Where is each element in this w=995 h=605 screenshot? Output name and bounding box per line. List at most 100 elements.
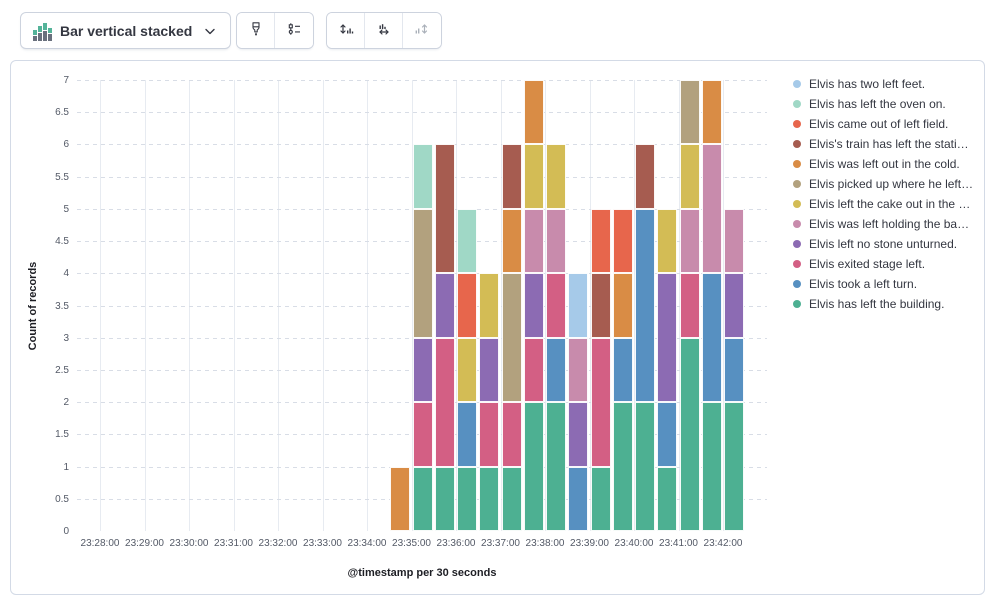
- bar-segment[interactable]: [434, 337, 455, 467]
- bar-segment[interactable]: [724, 337, 745, 403]
- legend-item[interactable]: Elvis has left the building.: [791, 294, 984, 314]
- bar-segment[interactable]: [590, 273, 611, 338]
- horizontal-gridline: [77, 80, 767, 81]
- bar-segment[interactable]: [523, 402, 544, 531]
- right-axis-button[interactable]: [403, 13, 441, 48]
- legend-item[interactable]: Elvis was left holding the ba…: [791, 214, 984, 234]
- y-tick-label: 7: [63, 75, 69, 86]
- chart-type-label: Bar vertical stacked: [60, 22, 193, 39]
- bar-segment[interactable]: [657, 208, 678, 274]
- bar-segment[interactable]: [701, 273, 722, 403]
- horizontal-gridline: [77, 112, 767, 114]
- bar-segment[interactable]: [523, 273, 544, 338]
- bar-segment[interactable]: [546, 337, 567, 403]
- bar-segment[interactable]: [679, 337, 700, 531]
- legend-item[interactable]: Elvis was left out in the cold.: [791, 154, 984, 174]
- bar-segment[interactable]: [501, 208, 522, 274]
- bar-segment[interactable]: [679, 208, 700, 274]
- bar-segment[interactable]: [457, 466, 478, 531]
- bar-segment[interactable]: [501, 273, 522, 403]
- legend-color-dot: [793, 200, 801, 208]
- bar-segment[interactable]: [390, 466, 411, 531]
- bar-segment[interactable]: [457, 402, 478, 467]
- bar-segment[interactable]: [412, 208, 433, 338]
- bar-segment[interactable]: [501, 466, 522, 531]
- legend-item[interactable]: Elvis took a left turn.: [791, 274, 984, 294]
- chevron-down-icon: [202, 23, 218, 39]
- legend-item[interactable]: Elvis left no stone unturned.: [791, 234, 984, 254]
- bar-segment[interactable]: [568, 402, 589, 467]
- bar-segment[interactable]: [457, 337, 478, 403]
- bar-segment[interactable]: [501, 144, 522, 209]
- bar-segment[interactable]: [412, 402, 433, 467]
- bar-segment[interactable]: [479, 273, 500, 338]
- bar-segment[interactable]: [657, 273, 678, 403]
- bar-segment[interactable]: [657, 402, 678, 467]
- bar-segment[interactable]: [457, 273, 478, 338]
- x-tick-label: 23:40:00: [614, 538, 654, 549]
- bar-segment[interactable]: [679, 144, 700, 209]
- legend-settings-button[interactable]: [275, 13, 313, 48]
- legend-item[interactable]: Elvis has left the oven on.: [791, 94, 984, 114]
- bar-segment[interactable]: [546, 273, 567, 338]
- bar-segment[interactable]: [724, 402, 745, 531]
- legend-item[interactable]: Elvis left the cake out in the …: [791, 194, 984, 214]
- bar-segment[interactable]: [724, 208, 745, 274]
- bar-segment[interactable]: [590, 208, 611, 274]
- horizontal-axis-icon: [376, 21, 392, 40]
- bar-segment[interactable]: [523, 337, 544, 403]
- bar-segment[interactable]: [590, 337, 611, 467]
- left-axis-button[interactable]: [327, 13, 365, 48]
- bar-segment[interactable]: [701, 402, 722, 531]
- bar-segment[interactable]: [546, 402, 567, 531]
- bottom-axis-button[interactable]: [365, 13, 403, 48]
- bar-segment[interactable]: [457, 208, 478, 274]
- bar-segment[interactable]: [523, 80, 544, 145]
- bar-segment[interactable]: [612, 402, 633, 531]
- x-tick-label: 23:28:00: [80, 538, 120, 549]
- visual-options-button[interactable]: [237, 13, 275, 48]
- bar-segment[interactable]: [679, 273, 700, 338]
- bar-segment[interactable]: [434, 466, 455, 531]
- bar-segment[interactable]: [635, 402, 656, 531]
- bar-segment[interactable]: [546, 144, 567, 209]
- bar-segment[interactable]: [612, 208, 633, 274]
- bar-segment[interactable]: [568, 273, 589, 338]
- bar-segment[interactable]: [479, 402, 500, 467]
- legend-item[interactable]: Elvis's train has left the stati…: [791, 134, 984, 154]
- bar-segment[interactable]: [724, 273, 745, 338]
- bar-segment[interactable]: [434, 144, 455, 274]
- legend-item[interactable]: Elvis exited stage left.: [791, 254, 984, 274]
- legend-item[interactable]: Elvis has two left feet.: [791, 74, 984, 94]
- bar-segment[interactable]: [612, 273, 633, 338]
- bar-segment[interactable]: [501, 402, 522, 467]
- bar-segment[interactable]: [479, 466, 500, 531]
- bar-segment[interactable]: [479, 337, 500, 403]
- chart-toolbar: Bar vertical stacked: [0, 0, 995, 60]
- legend-item[interactable]: Elvis came out of left field.: [791, 114, 984, 134]
- chart-type-dropdown[interactable]: Bar vertical stacked: [20, 12, 232, 49]
- bar-segment[interactable]: [434, 273, 455, 338]
- bar-segment[interactable]: [546, 208, 567, 274]
- bar-segment[interactable]: [568, 466, 589, 531]
- bar-segment[interactable]: [523, 208, 544, 274]
- x-tick-label: 23:33:00: [303, 538, 342, 549]
- bar-segment[interactable]: [701, 144, 722, 274]
- bar-segment[interactable]: [679, 80, 700, 145]
- bar-segment[interactable]: [657, 466, 678, 531]
- bar-segment[interactable]: [412, 337, 433, 403]
- legend-label: Elvis has two left feet.: [809, 77, 926, 91]
- bar-segment[interactable]: [635, 144, 656, 209]
- bar-segment[interactable]: [568, 337, 589, 403]
- bar-segment[interactable]: [612, 337, 633, 403]
- y-tick-label: 0: [63, 526, 69, 537]
- bar-segment[interactable]: [412, 466, 433, 531]
- bar-segment[interactable]: [412, 144, 433, 209]
- bar-segment[interactable]: [701, 80, 722, 145]
- bar-segment[interactable]: [523, 144, 544, 209]
- paint-brush-icon: [248, 21, 264, 40]
- legend-item[interactable]: Elvis picked up where he left…: [791, 174, 984, 194]
- bar-segment[interactable]: [590, 466, 611, 531]
- bar-segment[interactable]: [635, 208, 656, 403]
- legend-color-dot: [793, 120, 801, 128]
